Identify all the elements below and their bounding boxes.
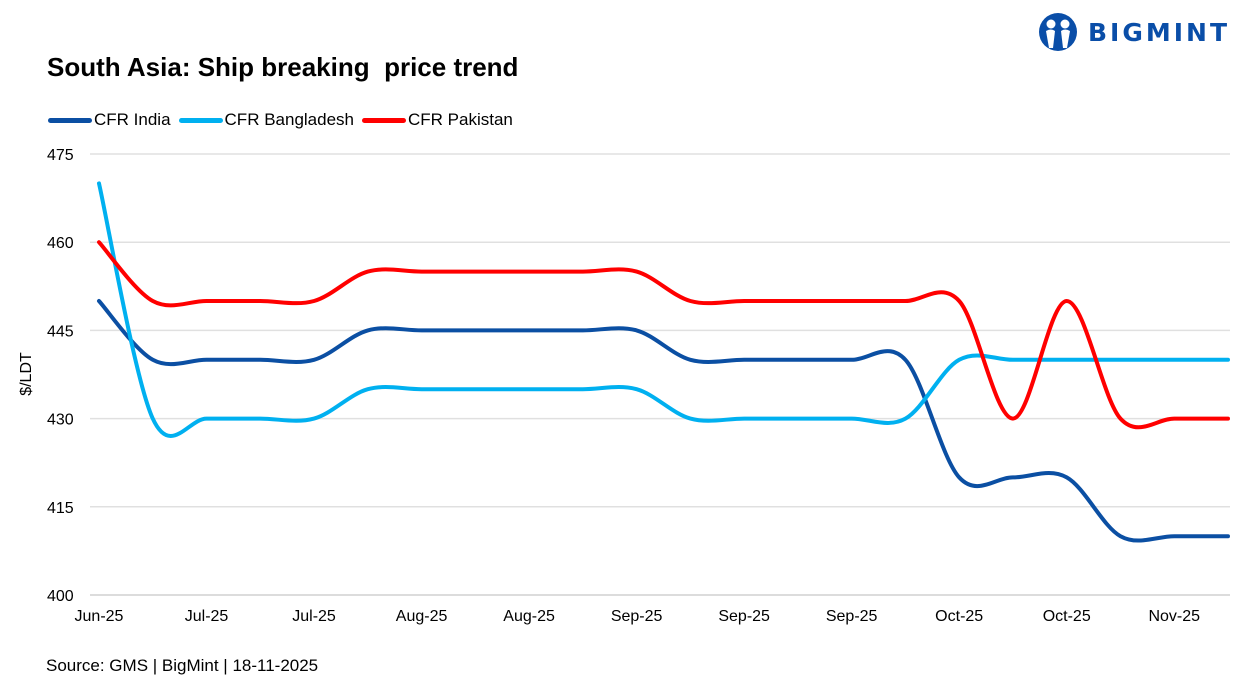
x-tick-label: Oct-25 xyxy=(1043,608,1091,625)
bigmint-logo-icon xyxy=(1039,13,1077,51)
x-tick-label: Aug-25 xyxy=(503,608,555,625)
legend-item-bangladesh: CFR Bangladesh xyxy=(178,110,354,130)
x-tick-label: Jul-25 xyxy=(292,608,336,625)
chart-title: South Asia: Ship breaking price trend xyxy=(47,52,519,82)
legend-label-pakistan: CFR Pakistan xyxy=(408,110,513,129)
y-tick-label: 475 xyxy=(47,147,74,164)
y-tick-label: 445 xyxy=(47,323,74,340)
source-note: Source: GMS | BigMint | 18-11-2025 xyxy=(46,656,319,675)
legend-label-india: CFR India xyxy=(94,110,171,129)
x-tick-label: Nov-25 xyxy=(1148,608,1200,625)
x-tick-label: Sep-25 xyxy=(611,608,663,625)
x-tick-label: Sep-25 xyxy=(718,608,770,625)
legend: CFR India CFR Bangladesh CFR Pakistan xyxy=(48,110,521,130)
x-tick-label: Jun-25 xyxy=(75,608,124,625)
logo-text: BIGMINT xyxy=(1088,17,1231,47)
y-tick-label: 460 xyxy=(47,235,74,252)
bigmint-logo: BIGMINT xyxy=(1038,12,1230,52)
legend-swatch-pakistan xyxy=(362,117,406,123)
y-axis-label: $/LDT xyxy=(18,352,35,396)
legend-label-bangladesh: CFR Bangladesh xyxy=(224,110,354,129)
y-tick-label: 400 xyxy=(47,588,74,605)
x-tick-label: Aug-25 xyxy=(396,608,448,625)
legend-item-india: CFR India xyxy=(48,110,171,130)
legend-swatch-india xyxy=(48,117,92,123)
y-tick-label: 415 xyxy=(47,500,74,517)
series-line-cfr-bangladesh xyxy=(97,181,1230,438)
x-tick-label: Jul-25 xyxy=(185,608,229,625)
legend-swatch-bangladesh xyxy=(178,117,223,123)
series-line-cfr-pakistan xyxy=(97,240,1230,430)
y-tick-label: 430 xyxy=(47,412,74,429)
x-tick-label: Oct-25 xyxy=(935,608,983,625)
legend-item-pakistan: CFR Pakistan xyxy=(362,110,513,130)
x-tick-label: Sep-25 xyxy=(826,608,878,625)
series-line-cfr-india xyxy=(97,299,1230,543)
